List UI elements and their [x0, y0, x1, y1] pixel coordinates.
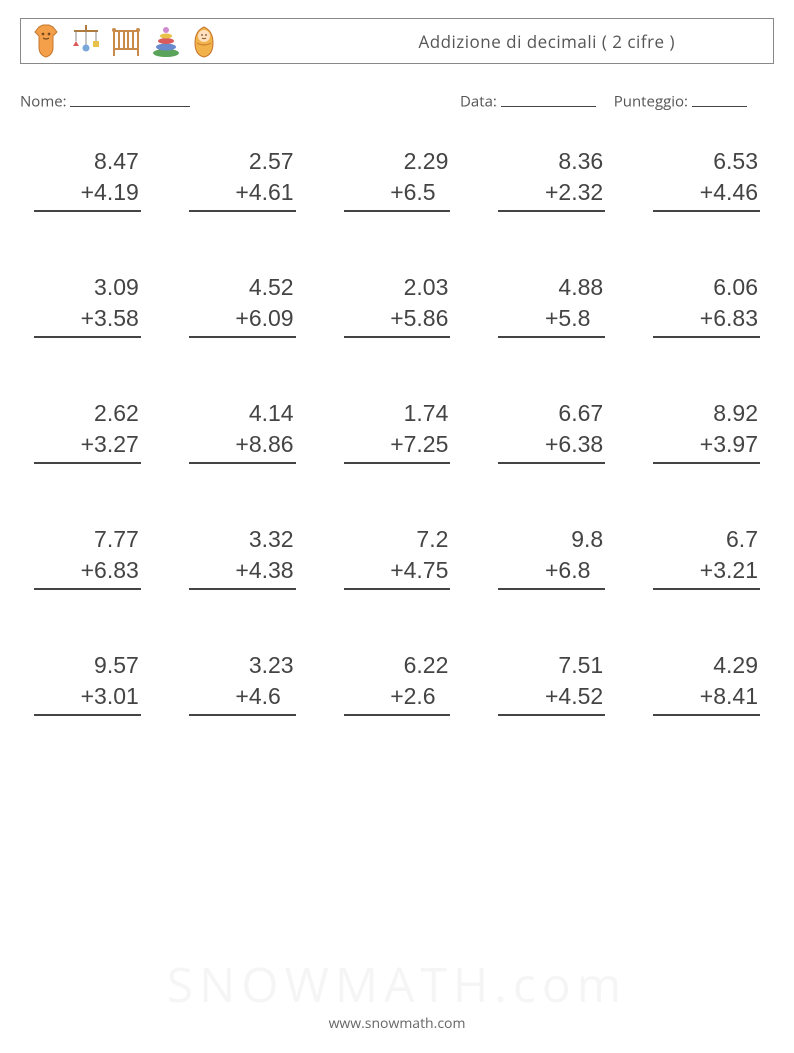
problem: 7.51+4.52 — [498, 650, 605, 716]
operand-bottom: +4.61 — [189, 177, 296, 212]
problem: 2.03+5.86 — [344, 272, 451, 338]
problem: 6.53+4.46 — [653, 146, 760, 212]
baby-icon — [189, 23, 219, 59]
problem: 7.77+6.83 — [34, 524, 141, 590]
score-field: Punteggio: — [614, 90, 747, 112]
operand-top: 7.51 — [498, 650, 605, 681]
problem: 4.14+8.86 — [189, 398, 296, 464]
problem: 8.36+2.32 — [498, 146, 605, 212]
operand-bottom: +4.6 — [189, 681, 296, 716]
operand-top: 4.14 — [189, 398, 296, 429]
operand-top: 8.36 — [498, 146, 605, 177]
problem: 4.88+5.8 — [498, 272, 605, 338]
operand-bottom: +7.25 — [344, 429, 451, 464]
operand-top: 3.09 — [34, 272, 141, 303]
operand-bottom: +2.32 — [498, 177, 605, 212]
problem: 2.29+6.5 — [344, 146, 451, 212]
header-icons — [29, 23, 219, 59]
footer-url: www.snowmath.com — [0, 1014, 794, 1033]
operand-top: 2.62 — [34, 398, 141, 429]
operand-top: 6.22 — [344, 650, 451, 681]
problem: 9.57+3.01 — [34, 650, 141, 716]
operand-bottom: +3.27 — [34, 429, 141, 464]
score-label: Punteggio: — [614, 92, 688, 112]
operand-bottom: +3.97 — [653, 429, 760, 464]
operand-top: 8.92 — [653, 398, 760, 429]
date-field: Data: — [460, 90, 596, 112]
problem: 8.92+3.97 — [653, 398, 760, 464]
operand-top: 6.67 — [498, 398, 605, 429]
operand-bottom: +6.83 — [653, 303, 760, 338]
problem: 3.23+4.6 — [189, 650, 296, 716]
problem: 6.67+6.38 — [498, 398, 605, 464]
problem: 4.52+6.09 — [189, 272, 296, 338]
stacker-icon — [149, 23, 183, 59]
operand-bottom: +3.58 — [34, 303, 141, 338]
operand-top: 4.88 — [498, 272, 605, 303]
operand-bottom: +5.86 — [344, 303, 451, 338]
problem: 6.7+3.21 — [653, 524, 760, 590]
operand-top: 6.53 — [653, 146, 760, 177]
operand-top: 2.29 — [344, 146, 451, 177]
operand-top: 3.23 — [189, 650, 296, 681]
problem: 2.57+4.61 — [189, 146, 296, 212]
operand-bottom: +4.46 — [653, 177, 760, 212]
onesie-icon — [29, 23, 63, 59]
operand-bottom: +4.38 — [189, 555, 296, 590]
problem: 9.8+6.8 — [498, 524, 605, 590]
crib-icon — [109, 23, 143, 59]
date-line[interactable] — [501, 90, 596, 107]
operand-bottom: +2.6 — [344, 681, 451, 716]
operand-bottom: +6.5 — [344, 177, 451, 212]
problem-grid: 8.47+4.19 2.57+4.61 2.29+6.5 8.36+2.32 6.53… — [20, 146, 774, 716]
operand-bottom: +3.21 — [653, 555, 760, 590]
operand-top: 4.29 — [653, 650, 760, 681]
operand-bottom: +6.8 — [498, 555, 605, 590]
operand-bottom: +5.8 — [498, 303, 605, 338]
problem: 6.06+6.83 — [653, 272, 760, 338]
operand-top: 2.03 — [344, 272, 451, 303]
problem: 1.74+7.25 — [344, 398, 451, 464]
problem: 2.62+3.27 — [34, 398, 141, 464]
operand-bottom: +6.38 — [498, 429, 605, 464]
operand-bottom: +8.41 — [653, 681, 760, 716]
operand-bottom: +4.52 — [498, 681, 605, 716]
operand-top: 8.47 — [34, 146, 141, 177]
operand-top: 9.8 — [498, 524, 605, 555]
name-line[interactable] — [70, 90, 190, 107]
operand-bottom: +4.19 — [34, 177, 141, 212]
operand-bottom: +6.83 — [34, 555, 141, 590]
date-label: Data: — [460, 92, 497, 112]
operand-top: 6.06 — [653, 272, 760, 303]
info-row: Nome: Data: Punteggio: — [20, 90, 774, 112]
operand-top: 9.57 — [34, 650, 141, 681]
operand-top: 7.77 — [34, 524, 141, 555]
mobile-icon — [69, 23, 103, 59]
problem: 8.47+4.19 — [34, 146, 141, 212]
header-box: Addizione di decimali ( 2 cifre ) — [20, 18, 774, 64]
score-line[interactable] — [692, 90, 747, 107]
operand-top: 1.74 — [344, 398, 451, 429]
operand-bottom: +3.01 — [34, 681, 141, 716]
name-label: Nome: — [20, 92, 67, 112]
operand-top: 6.7 — [653, 524, 760, 555]
name-field: Nome: — [20, 90, 460, 112]
operand-bottom: +6.09 — [189, 303, 296, 338]
problem: 3.32+4.38 — [189, 524, 296, 590]
problem: 6.22+2.6 — [344, 650, 451, 716]
problem: 3.09+3.58 — [34, 272, 141, 338]
operand-bottom: +4.75 — [344, 555, 451, 590]
worksheet-page: Addizione di decimali ( 2 cifre ) Nome: … — [0, 0, 794, 1053]
operand-top: 2.57 — [189, 146, 296, 177]
operand-top: 3.32 — [189, 524, 296, 555]
problem: 7.2+4.75 — [344, 524, 451, 590]
operand-bottom: +8.86 — [189, 429, 296, 464]
watermark: SNOWMATH.com — [0, 952, 794, 1017]
worksheet-title: Addizione di decimali ( 2 cifre ) — [418, 30, 765, 53]
operand-top: 4.52 — [189, 272, 296, 303]
operand-top: 7.2 — [344, 524, 451, 555]
problem: 4.29+8.41 — [653, 650, 760, 716]
